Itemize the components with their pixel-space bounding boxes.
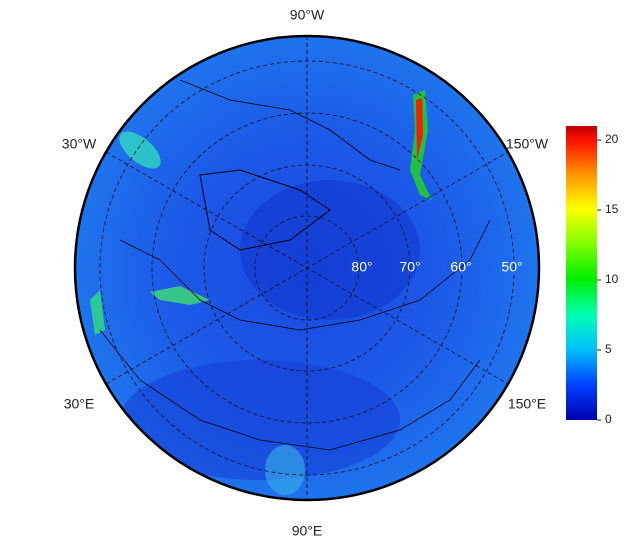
colorbar-tick-label: 20	[605, 132, 619, 146]
colorbar-scale	[566, 126, 597, 420]
lat-label: 60°	[450, 259, 471, 275]
lat-label: 80°	[351, 259, 372, 275]
lon-label: 90°W	[290, 7, 325, 23]
lon-label: 90°E	[292, 523, 323, 539]
colorbar-tick-label: 0	[605, 412, 612, 426]
colorbar-tick-label: 10	[605, 272, 619, 286]
map-border	[73, 34, 541, 502]
lon-label: 30°E	[64, 396, 95, 412]
lon-label: 150°W	[506, 136, 549, 152]
map-field	[75, 36, 539, 500]
colorbar-tick-label: 15	[605, 202, 619, 216]
lon-label: 30°W	[62, 136, 97, 152]
lat-label: 50°	[501, 259, 522, 275]
lat-label: 70°	[399, 259, 420, 275]
colorbar: 0 5 10 15 20	[566, 126, 619, 426]
lon-label: 150°E	[508, 396, 546, 412]
colorbar-tick-label: 5	[605, 342, 612, 356]
